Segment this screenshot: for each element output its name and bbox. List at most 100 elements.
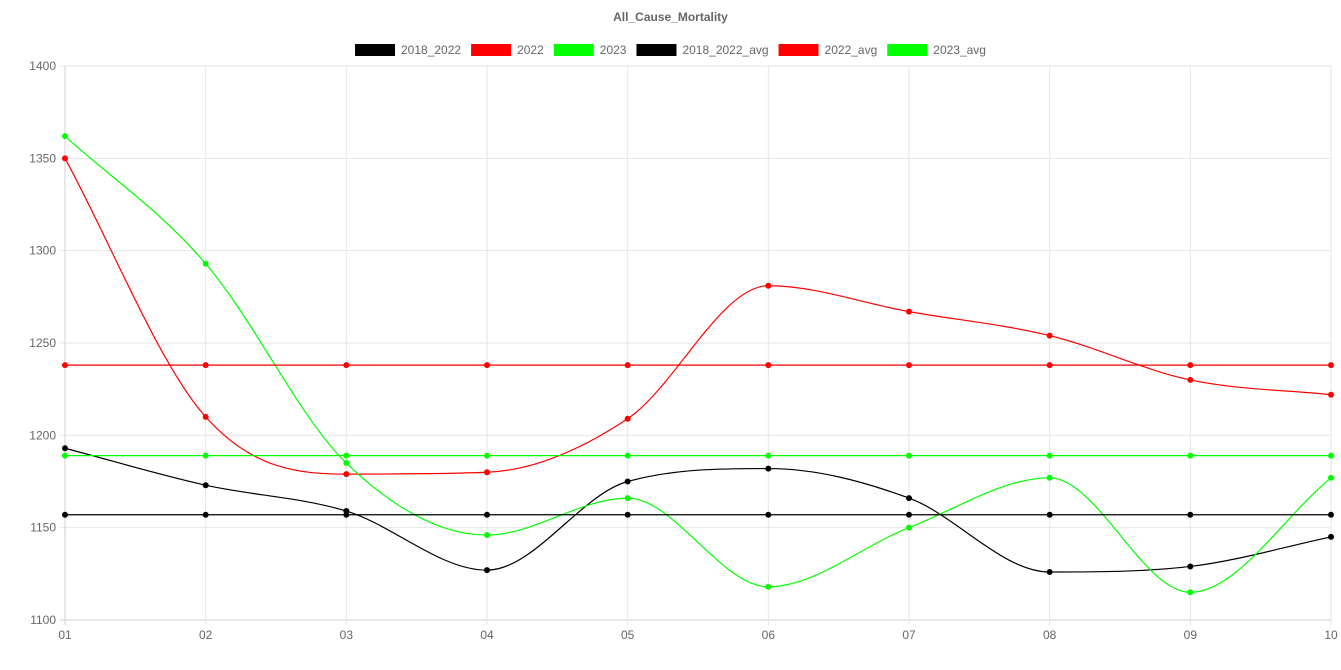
data-point-2018-2022[interactable] bbox=[484, 567, 490, 574]
data-point-2022-avg[interactable] bbox=[1046, 362, 1053, 369]
data-point-2023[interactable] bbox=[1046, 474, 1053, 481]
data-point-2018-2022-avg[interactable] bbox=[62, 511, 68, 518]
data-point-2023[interactable] bbox=[202, 260, 209, 267]
data-point-2018-2022-avg[interactable] bbox=[906, 511, 912, 518]
series-line-2018-2022 bbox=[64, 447, 1332, 573]
data-point-2022-avg[interactable] bbox=[1187, 362, 1194, 369]
legend-swatch bbox=[778, 44, 819, 56]
data-point-2018-2022[interactable] bbox=[1328, 533, 1334, 540]
data-point-2022[interactable] bbox=[484, 469, 490, 476]
x-tick-label: 10 bbox=[1324, 628, 1338, 642]
legend-swatch bbox=[355, 44, 396, 56]
data-point-2023-avg[interactable] bbox=[1046, 452, 1053, 459]
data-point-2018-2022-avg[interactable] bbox=[624, 511, 631, 518]
data-point-2022-avg[interactable] bbox=[202, 362, 209, 369]
y-tick-label: 1200 bbox=[29, 428, 56, 442]
data-point-2023-avg[interactable] bbox=[343, 452, 350, 459]
x-tick-label: 01 bbox=[58, 628, 72, 642]
data-point-2023-avg[interactable] bbox=[1328, 452, 1334, 459]
legend-label: 2018_2022_avg bbox=[682, 43, 768, 57]
series-lines bbox=[64, 135, 1332, 593]
data-point-2023-avg[interactable] bbox=[62, 452, 68, 459]
series-line-2022 bbox=[64, 158, 1332, 475]
x-tick-label: 08 bbox=[1043, 628, 1057, 642]
series-points bbox=[62, 133, 1334, 596]
data-point-2018-2022[interactable] bbox=[765, 465, 772, 472]
data-point-2018-2022-avg[interactable] bbox=[1046, 511, 1053, 518]
legend-item-2018-2022[interactable]: 2018_2022 bbox=[355, 43, 461, 57]
x-tick-label: 09 bbox=[1184, 628, 1198, 642]
y-axis: 1100 1150 1200 1250 1300 1350 1400 bbox=[29, 59, 56, 627]
data-point-2022-avg[interactable] bbox=[624, 362, 631, 369]
data-point-2023[interactable] bbox=[906, 524, 912, 531]
legend-swatch bbox=[887, 44, 928, 56]
data-point-2022-avg[interactable] bbox=[343, 362, 350, 369]
data-point-2018-2022-avg[interactable] bbox=[1328, 511, 1334, 518]
y-tick-label: 1300 bbox=[29, 244, 56, 258]
y-tick-label: 1100 bbox=[30, 613, 56, 627]
legend-label: 2023 bbox=[600, 43, 627, 57]
x-tick-label: 07 bbox=[902, 628, 916, 642]
legend-item-2022-avg[interactable]: 2022_avg bbox=[778, 43, 878, 57]
data-point-2023[interactable] bbox=[62, 133, 68, 140]
data-point-2018-2022[interactable] bbox=[1046, 568, 1053, 575]
data-point-2023-avg[interactable] bbox=[906, 452, 912, 459]
x-tick-label: 03 bbox=[340, 628, 354, 642]
data-point-2022[interactable] bbox=[343, 471, 350, 478]
data-point-2022-avg[interactable] bbox=[1328, 362, 1334, 369]
legend: 2018_2022 2022 2023 2018_2022_avg 2022_avg 20… bbox=[355, 43, 986, 57]
data-point-2022-avg[interactable] bbox=[62, 362, 68, 369]
data-point-2018-2022-avg[interactable] bbox=[343, 511, 350, 518]
legend-swatch bbox=[636, 44, 677, 56]
data-point-2023[interactable] bbox=[343, 460, 350, 467]
y-tick-label: 1250 bbox=[29, 336, 56, 350]
data-point-2023-avg[interactable] bbox=[1187, 452, 1194, 459]
data-point-2022[interactable] bbox=[765, 282, 772, 289]
data-point-2023[interactable] bbox=[1328, 474, 1334, 481]
data-point-2018-2022[interactable] bbox=[62, 445, 68, 452]
legend-label: 2023_avg bbox=[933, 43, 986, 57]
data-point-2018-2022-avg[interactable] bbox=[202, 511, 209, 518]
x-axis: 01 02 03 04 05 06 07 08 09 10 bbox=[58, 628, 1338, 642]
data-point-2018-2022[interactable] bbox=[624, 478, 631, 485]
data-point-2018-2022-avg[interactable] bbox=[484, 511, 490, 518]
data-point-2022[interactable] bbox=[624, 415, 631, 422]
data-point-2018-2022[interactable] bbox=[906, 495, 912, 502]
data-point-2022-avg[interactable] bbox=[765, 362, 772, 369]
data-point-2023-avg[interactable] bbox=[765, 452, 772, 459]
y-tick-label: 1350 bbox=[29, 151, 56, 165]
y-tick-label: 1150 bbox=[30, 521, 56, 535]
grid bbox=[60, 65, 1332, 625]
legend-label: 2022 bbox=[517, 43, 544, 57]
y-tick-label: 1400 bbox=[29, 59, 56, 73]
legend-swatch bbox=[471, 44, 512, 56]
data-point-2022[interactable] bbox=[1046, 332, 1053, 339]
data-point-2018-2022[interactable] bbox=[1187, 563, 1194, 570]
legend-item-2023-avg[interactable]: 2023_avg bbox=[887, 43, 986, 57]
data-point-2023-avg[interactable] bbox=[484, 452, 490, 459]
x-tick-label: 04 bbox=[480, 628, 494, 642]
data-point-2022[interactable] bbox=[906, 308, 912, 315]
data-point-2022[interactable] bbox=[202, 413, 209, 420]
chart-title: All_Cause_Mortality bbox=[613, 10, 728, 24]
legend-item-2023[interactable]: 2023 bbox=[553, 43, 627, 57]
data-point-2022-avg[interactable] bbox=[484, 362, 490, 369]
data-point-2022-avg[interactable] bbox=[906, 362, 912, 369]
data-point-2018-2022-avg[interactable] bbox=[1187, 511, 1194, 518]
data-point-2022[interactable] bbox=[1187, 376, 1194, 383]
data-point-2023-avg[interactable] bbox=[624, 452, 631, 459]
legend-label: 2022_avg bbox=[825, 43, 878, 57]
data-point-2023-avg[interactable] bbox=[202, 452, 209, 459]
legend-label: 2018_2022 bbox=[401, 43, 461, 57]
data-point-2022[interactable] bbox=[1328, 391, 1334, 398]
data-point-2023[interactable] bbox=[765, 583, 772, 590]
data-point-2018-2022[interactable] bbox=[202, 482, 209, 489]
legend-item-2018-2022-avg[interactable]: 2018_2022_avg bbox=[636, 43, 769, 57]
data-point-2023[interactable] bbox=[484, 532, 490, 539]
legend-item-2022[interactable]: 2022 bbox=[471, 43, 544, 57]
data-point-2023[interactable] bbox=[1187, 589, 1194, 596]
data-point-2022[interactable] bbox=[62, 155, 68, 162]
data-point-2023[interactable] bbox=[624, 495, 631, 502]
data-point-2018-2022-avg[interactable] bbox=[765, 511, 772, 518]
